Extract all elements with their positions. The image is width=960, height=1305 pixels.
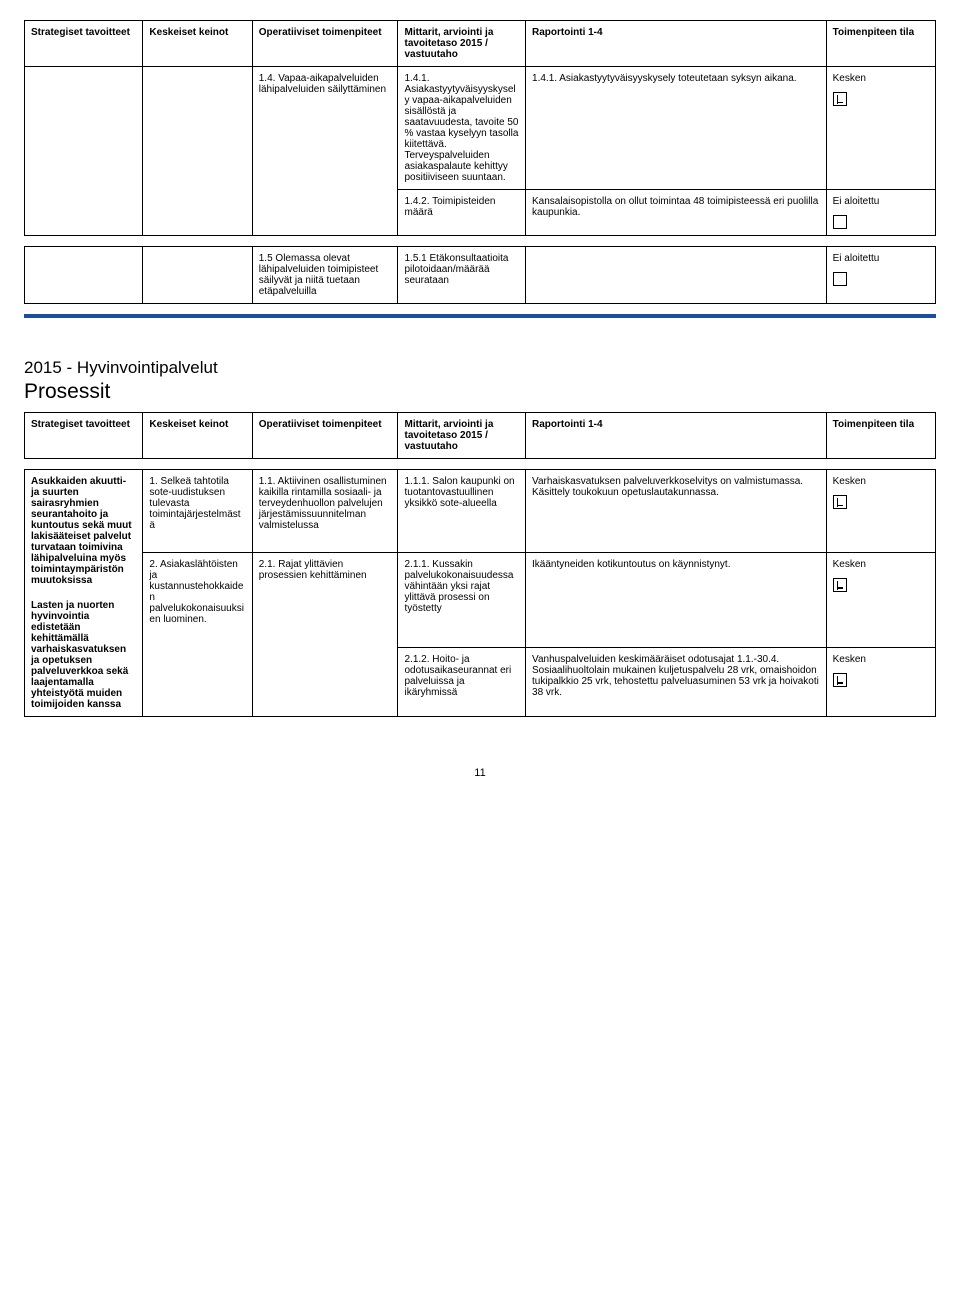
cell: 1.5 Olemassa olevat lähipalveluiden toim…: [252, 247, 398, 304]
cell: 2.1. Rajat ylittävien prosessien kehittä…: [252, 552, 398, 647]
cell: Varhaiskasvatuksen palveluverkkoselvitys…: [526, 470, 827, 553]
status-kesken-icon: [833, 578, 847, 592]
cell: Kesken: [826, 647, 935, 716]
section-title: 2015 - Hyvinvointipalvelut: [24, 358, 936, 378]
cell: Vanhuspalveluiden keskimääräiset odotusa…: [526, 647, 827, 716]
th-1: Strategiset tavoitteet: [25, 413, 143, 459]
cell: Ei aloitettu: [826, 190, 935, 236]
status-kesken-icon: [833, 673, 847, 687]
page-number: 11: [24, 767, 936, 779]
cell: Kesken: [826, 552, 935, 647]
th-1: Strategiset tavoitteet: [25, 21, 143, 67]
goal-b: Lasten ja nuorten hyvinvointia edistetää…: [31, 600, 136, 710]
th-5: Raportointi 1-4: [526, 413, 827, 459]
status-kesken-icon: [833, 92, 847, 106]
status-empty-icon: [833, 272, 847, 286]
cell: [252, 190, 398, 236]
cell: [25, 67, 143, 190]
table-row: 1.4.2. Toimipisteiden määrä Kansalaisopi…: [25, 190, 936, 236]
cell: 1.5.1 Etäkonsultaatioita pilotoidaan/mää…: [398, 247, 526, 304]
table-row: 2. Asiakaslähtöisten ja kustannustehokka…: [25, 552, 936, 647]
top-table-1: Strategiset tavoitteet Keskeiset keinot …: [24, 20, 936, 236]
bottom-table: Asukkaiden akuutti- ja suurten sairasryh…: [24, 469, 936, 717]
cell: Ikääntyneiden kotikuntoutus on käynnisty…: [526, 552, 827, 647]
cell: [25, 247, 143, 304]
header-row: Strategiset tavoitteet Keskeiset keinot …: [25, 413, 936, 459]
table-row: 2.1.2. Hoito- ja odotusaikaseurannat eri…: [25, 647, 936, 716]
cell: Asukkaiden akuutti- ja suurten sairasryh…: [25, 470, 143, 717]
th-4: Mittarit, arviointi ja tavoitetaso 2015 …: [398, 21, 526, 67]
cell: 1.4.2. Toimipisteiden määrä: [398, 190, 526, 236]
cell: 2.1.1. Kussakin palvelukokonaisuudessa v…: [398, 552, 526, 647]
cell: 2.1.2. Hoito- ja odotusaikaseurannat eri…: [398, 647, 526, 716]
cell: [252, 647, 398, 716]
cell: Kansalaisopistolla on ollut toimintaa 48…: [526, 190, 827, 236]
section-divider: [24, 314, 936, 318]
cell: 1.1.1. Salon kaupunki on tuotantovastuul…: [398, 470, 526, 553]
cell: 1.4.1. Asiakastyytyväisyyskysely vapaa-a…: [398, 67, 526, 190]
cell: [25, 190, 143, 236]
bottom-header-table: Strategiset tavoitteet Keskeiset keinot …: [24, 412, 936, 459]
cell: Kesken: [826, 67, 935, 190]
table-row: 1.4. Vapaa-aikapalveluiden lähipalveluid…: [25, 67, 936, 190]
cell: [143, 647, 252, 716]
th-2: Keskeiset keinot: [143, 21, 252, 67]
cell: [143, 190, 252, 236]
cell: 1. Selkeä tahtotila sote-uudistuksen tul…: [143, 470, 252, 553]
top-table-2: 1.5 Olemassa olevat lähipalveluiden toim…: [24, 246, 936, 304]
status-text: Kesken: [833, 559, 866, 570]
table-row: Asukkaiden akuutti- ja suurten sairasryh…: [25, 470, 936, 553]
cell: [143, 247, 252, 304]
cell: Kesken: [826, 470, 935, 553]
th-2: Keskeiset keinot: [143, 413, 252, 459]
th-6: Toimenpiteen tila: [826, 21, 935, 67]
goal-a: Asukkaiden akuutti- ja suurten sairasryh…: [31, 476, 136, 586]
status-text: Kesken: [833, 476, 866, 487]
th-3: Operatiiviset toimenpiteet: [252, 21, 398, 67]
section-subtitle: Prosessit: [24, 380, 936, 404]
status-text: Ei aloitettu: [833, 253, 880, 264]
cell: 1.1. Aktiivinen osallistuminen kaikilla …: [252, 470, 398, 553]
th-6: Toimenpiteen tila: [826, 413, 935, 459]
status-kesken-icon: [833, 495, 847, 509]
cell: [526, 247, 827, 304]
th-3: Operatiiviset toimenpiteet: [252, 413, 398, 459]
cell: [143, 67, 252, 190]
cell: Ei aloitettu: [826, 247, 935, 304]
cell: 1.4.1. Asiakastyytyväisyyskysely toteute…: [526, 67, 827, 190]
status-text: Kesken: [833, 654, 866, 665]
status-empty-icon: [833, 215, 847, 229]
status-text: Ei aloitettu: [833, 196, 880, 207]
cell: 2. Asiakaslähtöisten ja kustannustehokka…: [143, 552, 252, 647]
th-5: Raportointi 1-4: [526, 21, 827, 67]
table-row: 1.5 Olemassa olevat lähipalveluiden toim…: [25, 247, 936, 304]
header-row: Strategiset tavoitteet Keskeiset keinot …: [25, 21, 936, 67]
th-4: Mittarit, arviointi ja tavoitetaso 2015 …: [398, 413, 526, 459]
cell: 1.4. Vapaa-aikapalveluiden lähipalveluid…: [252, 67, 398, 190]
status-text: Kesken: [833, 73, 866, 84]
